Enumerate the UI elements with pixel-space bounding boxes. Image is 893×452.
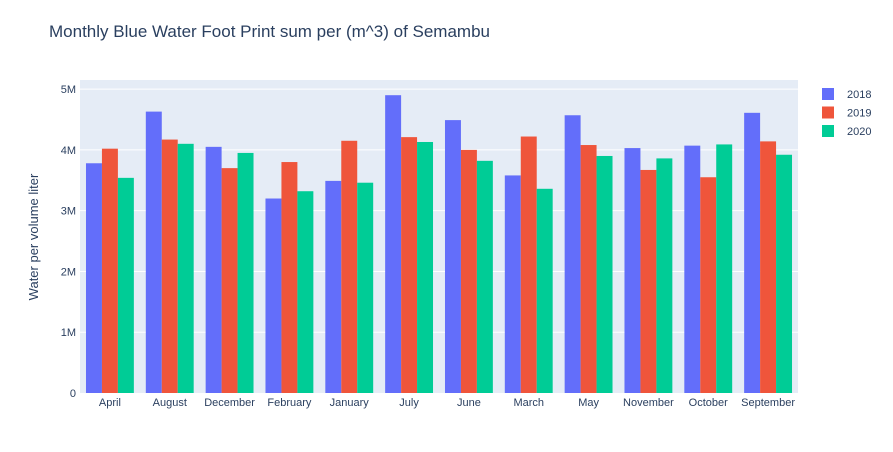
y-tick-label: 3M (61, 206, 76, 218)
bar-2018-february[interactable] (265, 198, 282, 393)
bar-2020-august[interactable] (177, 143, 194, 393)
bar-2019-april[interactable] (101, 148, 118, 393)
bar-2020-february[interactable] (297, 191, 314, 393)
bar-2018-december[interactable] (205, 146, 222, 393)
bar-2020-september[interactable] (776, 154, 793, 393)
bar-2020-march[interactable] (536, 188, 553, 393)
bar-2019-december[interactable] (221, 168, 238, 393)
legend-item-2019[interactable]: 2019 (822, 106, 871, 120)
chart-title: Monthly Blue Water Foot Print sum per (m… (49, 22, 490, 41)
legend[interactable]: 2018 2019 2020 (822, 88, 871, 138)
x-tick-label: January (330, 397, 370, 409)
legend-label: 2019 (847, 108, 871, 120)
bars-group (85, 95, 793, 394)
bar-2020-april[interactable] (117, 177, 134, 393)
legend-swatch (822, 125, 834, 137)
bar-2018-may[interactable] (564, 115, 581, 393)
bar-2020-january[interactable] (357, 182, 374, 393)
bar-2018-april[interactable] (85, 163, 102, 393)
bar-2018-january[interactable] (325, 180, 342, 393)
x-tick-label: June (457, 397, 481, 409)
x-tick-label: May (578, 397, 599, 409)
y-tick-label: 5M (61, 84, 76, 96)
bar-2019-october[interactable] (700, 177, 717, 393)
bar-2018-july[interactable] (385, 95, 402, 393)
y-axis-title: Water per volume liter (26, 173, 41, 300)
bar-2020-november[interactable] (656, 158, 673, 393)
bar-2018-september[interactable] (744, 112, 761, 393)
bar-2019-november[interactable] (640, 169, 657, 393)
bar-2019-september[interactable] (760, 141, 777, 393)
x-tick-label: February (267, 397, 312, 409)
x-tick-label: December (204, 397, 255, 409)
plot-area (80, 80, 798, 393)
y-tick-label: 0 (70, 388, 76, 400)
legend-item-2018[interactable]: 2018 (822, 88, 871, 101)
x-tick-label: March (513, 397, 544, 409)
y-tick-label: 1M (61, 327, 76, 339)
x-axis: April August December February January July Ju… (99, 397, 795, 409)
x-tick-label: July (399, 397, 419, 409)
x-tick-label: October (689, 397, 728, 409)
y-axis: 0 1M 2M 3M 4M 5M (61, 84, 76, 400)
bar-2020-october[interactable] (716, 144, 733, 393)
bar-2018-august[interactable] (145, 111, 162, 393)
legend-swatch (822, 106, 834, 119)
bar-2019-january[interactable] (341, 140, 358, 393)
legend-label: 2018 (847, 89, 871, 101)
bar-2018-november[interactable] (624, 148, 641, 393)
y-tick-label: 2M (61, 266, 76, 278)
bar-2018-march[interactable] (504, 175, 521, 393)
bar-2019-march[interactable] (520, 136, 537, 393)
bar-2019-august[interactable] (161, 139, 178, 393)
x-tick-label: April (99, 397, 121, 409)
x-tick-label: September (741, 397, 795, 409)
legend-label: 2020 (847, 126, 871, 138)
bar-2019-may[interactable] (580, 145, 597, 393)
x-tick-label: August (153, 397, 187, 409)
bar-2019-july[interactable] (401, 137, 418, 393)
bar-2020-may[interactable] (596, 155, 613, 393)
x-tick-label: November (623, 397, 674, 409)
bar-2020-december[interactable] (237, 152, 254, 393)
bar-2019-february[interactable] (281, 162, 298, 393)
bar-2018-october[interactable] (684, 145, 701, 393)
y-tick-label: 4M (61, 145, 76, 157)
grid-lines (80, 88, 798, 333)
bar-2020-june[interactable] (476, 160, 493, 393)
bar-2019-june[interactable] (460, 149, 477, 393)
bar-2020-july[interactable] (417, 141, 434, 393)
bar-2018-june[interactable] (444, 120, 461, 394)
legend-item-2020[interactable]: 2020 (822, 125, 871, 138)
legend-swatch (822, 88, 834, 100)
